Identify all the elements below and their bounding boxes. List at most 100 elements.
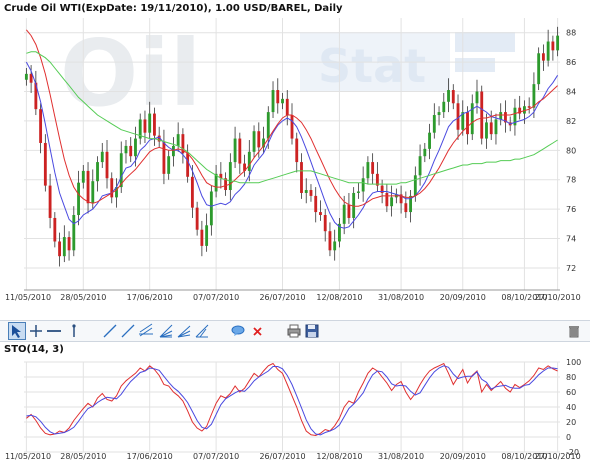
sto-y-tick-3: 40 — [566, 403, 576, 412]
candle-9 — [67, 237, 71, 251]
candle-69 — [352, 192, 356, 218]
candle-37 — [200, 229, 204, 246]
candle-110 — [546, 41, 550, 61]
fan-tool[interactable] — [176, 323, 192, 339]
candle-66 — [338, 223, 341, 242]
candle-73 — [371, 162, 375, 174]
vertical-line-tool[interactable] — [66, 323, 82, 339]
candle-88 — [442, 101, 446, 113]
candle-81 — [409, 195, 413, 213]
delete-tool[interactable] — [250, 323, 266, 339]
print-tool[interactable] — [286, 323, 302, 339]
candle-68 — [347, 204, 351, 218]
sto-line-1 — [26, 365, 558, 436]
moving-average-line-1 — [26, 29, 558, 207]
candle-101 — [504, 112, 507, 123]
sto-x-tick-3: 07/07/2010 — [193, 452, 239, 461]
candle-14 — [91, 181, 95, 204]
candle-21 — [124, 145, 128, 154]
candle-45 — [238, 138, 242, 164]
trash-icon[interactable] — [566, 323, 582, 339]
candle-20 — [119, 153, 123, 188]
price-x-tick-3: 07/07/2010 — [193, 293, 239, 302]
price-y-tick-8: 88 — [566, 29, 576, 38]
candle-55 — [285, 98, 289, 116]
chart-title: Crude Oil WTI(ExpDate: 19/11/2010), 1.00… — [4, 3, 343, 14]
candle-100 — [499, 112, 503, 120]
price-x-tick-6: 31/08/2010 — [378, 293, 424, 302]
candle-64 — [328, 231, 332, 251]
sto-y-tick-6: 100 — [566, 358, 581, 367]
candles — [24, 26, 560, 267]
save-tool[interactable] — [304, 323, 320, 339]
sto-x-tick-4: 26/07/2010 — [259, 452, 305, 461]
candle-19 — [115, 187, 118, 198]
candle-61 — [314, 195, 318, 213]
candle-70 — [356, 191, 360, 193]
candle-76 — [385, 192, 389, 207]
candle-48 — [252, 131, 256, 152]
candle-95 — [475, 91, 479, 104]
candle-36 — [195, 207, 199, 230]
candle-6 — [53, 217, 57, 242]
fibonacci-tool[interactable] — [158, 323, 174, 339]
candle-56 — [290, 115, 294, 139]
candle-13 — [86, 170, 90, 204]
comment-tool[interactable] — [230, 323, 246, 339]
moving-average-line-2 — [26, 51, 558, 185]
candle-112 — [556, 35, 560, 51]
candle-74 — [375, 173, 379, 186]
candle-86 — [432, 115, 436, 133]
candle-27 — [153, 113, 156, 136]
candle-0 — [24, 73, 28, 80]
candle-75 — [380, 185, 384, 193]
candle-103 — [513, 107, 517, 126]
price-x-tick-8: 08/10/2010 — [501, 293, 547, 302]
candle-39 — [209, 191, 213, 226]
candle-91 — [456, 103, 460, 130]
candle-42 — [224, 178, 228, 191]
candle-8 — [62, 237, 66, 257]
candle-15 — [96, 162, 99, 182]
candle-4 — [43, 142, 47, 186]
sto-y-tick-4: 60 — [566, 388, 576, 397]
candle-72 — [366, 162, 370, 179]
candle-38 — [205, 225, 209, 246]
candle-77 — [390, 197, 394, 207]
candle-26 — [148, 113, 152, 133]
candle-82 — [413, 175, 417, 196]
candle-16 — [100, 151, 104, 163]
candle-49 — [257, 131, 261, 148]
candle-59 — [304, 190, 308, 193]
trendline-tool[interactable] — [102, 323, 118, 339]
candle-1 — [29, 73, 33, 83]
candle-109 — [541, 53, 545, 61]
ray-tool[interactable] — [120, 323, 136, 339]
sto-y-tick-0: -20 — [566, 448, 579, 457]
candle-94 — [470, 103, 474, 135]
sto-x-tick-6: 31/08/2010 — [378, 452, 424, 461]
crosshair-tool[interactable] — [28, 323, 44, 339]
candle-65 — [333, 241, 337, 251]
sto-grid — [24, 361, 560, 453]
candle-12 — [81, 170, 85, 183]
candle-87 — [437, 112, 441, 116]
candle-33 — [181, 134, 185, 154]
price-x-tick-7: 20/09/2010 — [440, 293, 486, 302]
candle-22 — [129, 145, 133, 157]
sto-x-tick-8: 08/10/2010 — [501, 452, 547, 461]
price-y-tick-4: 80 — [566, 146, 576, 155]
candle-28 — [157, 135, 161, 142]
parallel-channel-tool[interactable] — [138, 323, 154, 339]
sto-x-tick-9: 27/10/2010 — [535, 452, 581, 461]
angle-tool[interactable] — [194, 323, 210, 339]
pointer-tool[interactable] — [8, 322, 26, 340]
candle-85 — [428, 132, 431, 149]
candle-46 — [243, 163, 246, 171]
horizontal-line-tool[interactable] — [46, 323, 62, 339]
candle-40 — [214, 173, 218, 192]
candle-50 — [262, 138, 265, 148]
sto-x-tick-1: 28/05/2010 — [60, 452, 106, 461]
moving-average-line-0 — [25, 61, 559, 229]
